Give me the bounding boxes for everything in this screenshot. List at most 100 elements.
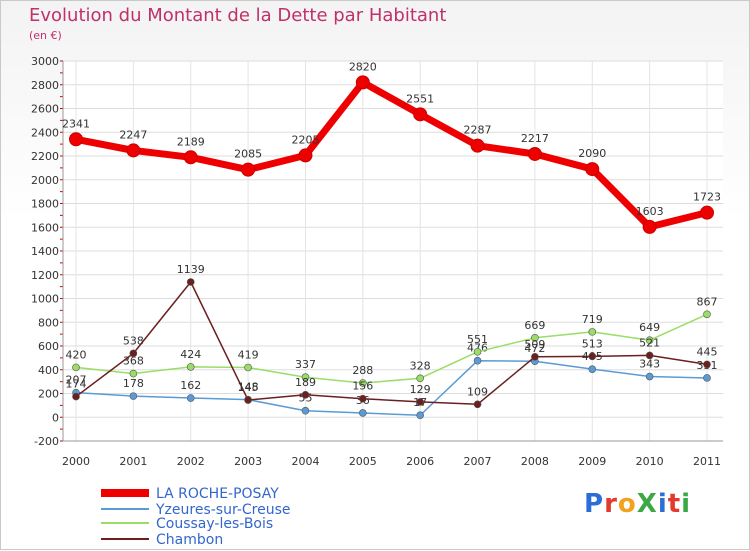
x-tick-label: 2007 bbox=[464, 455, 492, 468]
data-point-chambon bbox=[531, 353, 539, 361]
data-point-yzeures-sur-creuse bbox=[416, 411, 424, 420]
y-tick-label: 1800 bbox=[31, 198, 59, 211]
data-label-yzeures-sur-creuse: 472 bbox=[524, 342, 545, 355]
x-tick-label: 2010 bbox=[636, 455, 664, 468]
data-point-coussay-les-bois bbox=[416, 374, 424, 383]
x-tick-label: 2006 bbox=[406, 455, 434, 468]
data-point-la-roche-posay bbox=[126, 143, 141, 158]
data-point-la-roche-posay bbox=[413, 107, 428, 122]
data-point-la-roche-posay bbox=[642, 219, 657, 234]
data-point-la-roche-posay bbox=[585, 162, 600, 177]
data-label-coussay-les-bois: 337 bbox=[295, 358, 316, 371]
data-label-la-roche-posay: 2341 bbox=[62, 117, 90, 130]
data-point-chambon bbox=[72, 392, 80, 401]
data-point-chambon bbox=[186, 278, 195, 286]
data-label-la-roche-posay: 2247 bbox=[119, 128, 147, 141]
data-point-coussay-les-bois bbox=[588, 328, 597, 336]
data-label-la-roche-posay: 2090 bbox=[578, 147, 606, 160]
data-point-chambon bbox=[703, 360, 711, 369]
data-label-coussay-les-bois: 424 bbox=[180, 348, 201, 361]
data-label-chambon: 521 bbox=[639, 336, 660, 349]
y-tick-label: 2200 bbox=[31, 150, 59, 163]
data-label-coussay-les-bois: 328 bbox=[410, 359, 431, 372]
data-point-la-roche-posay bbox=[527, 146, 542, 161]
legend-label-yzeures-sur-creuse: Yzeures-sur-Creuse bbox=[155, 502, 291, 518]
data-label-chambon: 109 bbox=[467, 385, 488, 398]
data-point-la-roche-posay bbox=[355, 75, 370, 90]
y-tick-label: 3000 bbox=[31, 55, 59, 68]
data-label-la-roche-posay: 1603 bbox=[636, 205, 664, 218]
x-tick-label: 2009 bbox=[578, 455, 606, 468]
chart-unit: (en €) bbox=[29, 29, 62, 42]
data-point-la-roche-posay bbox=[470, 138, 485, 153]
data-point-coussay-les-bois bbox=[186, 363, 195, 371]
data-label-yzeures-sur-creuse: 178 bbox=[123, 377, 144, 390]
data-point-chambon bbox=[359, 394, 367, 403]
data-point-yzeures-sur-creuse bbox=[301, 406, 310, 415]
legend-label-chambon: Chambon bbox=[156, 532, 223, 548]
x-tick-label: 2004 bbox=[291, 455, 319, 468]
y-tick-label: 2800 bbox=[31, 79, 59, 92]
series-line-coussay-les-bois bbox=[75, 313, 708, 384]
logo-letter: t bbox=[667, 489, 682, 519]
data-label-la-roche-posay: 2820 bbox=[349, 60, 377, 73]
data-label-la-roche-posay: 1723 bbox=[693, 191, 721, 204]
data-point-coussay-les-bois bbox=[645, 336, 654, 344]
series-line-chambon bbox=[75, 281, 708, 406]
data-point-chambon bbox=[244, 396, 252, 404]
y-tick-label: 2400 bbox=[31, 126, 59, 139]
data-label-chambon: 513 bbox=[582, 337, 603, 350]
y-tick-label: 1000 bbox=[31, 293, 59, 306]
data-point-coussay-les-bois bbox=[129, 369, 138, 378]
data-point-chambon bbox=[645, 351, 654, 360]
data-label-yzeures-sur-creuse: 162 bbox=[180, 379, 201, 392]
logo-letter: r bbox=[604, 489, 618, 519]
data-label-chambon: 174 bbox=[66, 378, 87, 391]
logo-letter: P bbox=[584, 489, 605, 519]
data-point-coussay-les-bois bbox=[473, 348, 482, 356]
logo-letter: o bbox=[617, 489, 637, 519]
data-point-coussay-les-bois bbox=[359, 379, 367, 387]
legend-label-la-roche-posay: LA ROCHE-POSAY bbox=[156, 486, 279, 502]
data-label-coussay-les-bois: 867 bbox=[697, 295, 718, 308]
data-point-chambon bbox=[416, 398, 424, 406]
data-label-chambon: 156 bbox=[352, 380, 373, 393]
data-label-la-roche-posay: 2287 bbox=[464, 124, 492, 137]
data-label-la-roche-posay: 2217 bbox=[521, 132, 549, 145]
legend-label-coussay-les-bois: Coussay-les-Bois bbox=[156, 516, 273, 532]
data-point-la-roche-posay bbox=[241, 162, 256, 177]
data-label-la-roche-posay: 2085 bbox=[234, 148, 262, 161]
data-point-yzeures-sur-creuse bbox=[703, 374, 711, 382]
data-point-yzeures-sur-creuse bbox=[588, 365, 597, 373]
x-tick-label: 2008 bbox=[521, 455, 549, 468]
logo-letter: i bbox=[681, 489, 692, 519]
x-tick-label: 2000 bbox=[62, 455, 90, 468]
data-label-la-roche-posay: 2189 bbox=[177, 135, 205, 148]
y-tick-label: 1400 bbox=[31, 245, 59, 258]
data-point-la-roche-posay bbox=[69, 132, 83, 147]
data-label-coussay-les-bois: 649 bbox=[639, 321, 660, 334]
x-tick-label: 2001 bbox=[119, 455, 147, 468]
data-label-la-roche-posay: 2551 bbox=[406, 92, 434, 105]
y-tick-label: 0 bbox=[52, 411, 59, 424]
x-tick-label: 2003 bbox=[234, 455, 262, 468]
series-line-yzeures-sur-creuse bbox=[75, 359, 708, 416]
data-point-coussay-les-bois bbox=[72, 363, 80, 372]
data-label-la-roche-posay: 2205 bbox=[291, 133, 319, 146]
x-tick-label: 2011 bbox=[693, 455, 721, 468]
data-label-coussay-les-bois: 669 bbox=[524, 319, 545, 332]
data-point-la-roche-posay bbox=[183, 150, 198, 165]
x-tick-label: 2005 bbox=[349, 455, 377, 468]
data-label-chambon: 509 bbox=[524, 338, 545, 351]
data-label-coussay-les-bois: 419 bbox=[238, 348, 259, 361]
data-label-yzeures-sur-creuse: 207 bbox=[66, 374, 87, 387]
data-point-yzeures-sur-creuse bbox=[645, 372, 654, 381]
data-point-chambon bbox=[301, 391, 310, 399]
y-tick-label: 200 bbox=[38, 388, 59, 401]
y-tick-label: -200 bbox=[34, 435, 59, 448]
data-label-chambon: 1139 bbox=[177, 263, 205, 276]
y-tick-label: 400 bbox=[38, 364, 59, 377]
chart-title: Evolution du Montant de la Dette par Hab… bbox=[29, 5, 447, 26]
